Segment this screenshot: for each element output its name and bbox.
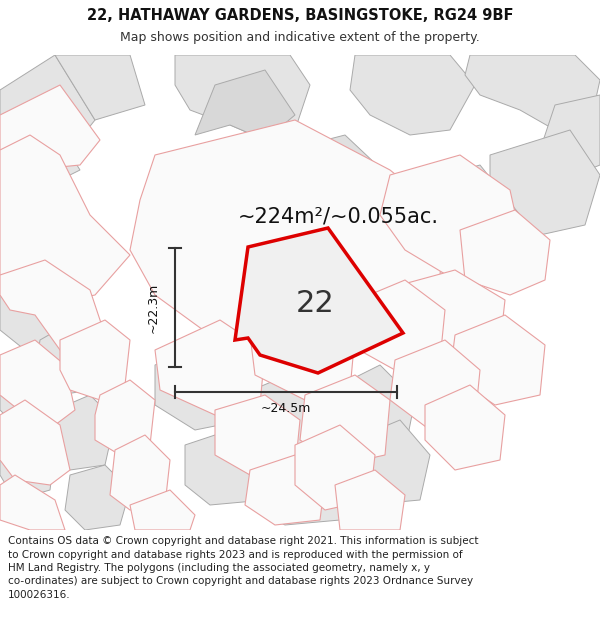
Polygon shape	[335, 470, 405, 530]
Polygon shape	[320, 365, 415, 460]
Polygon shape	[490, 130, 600, 235]
Polygon shape	[185, 425, 275, 505]
Polygon shape	[0, 270, 65, 350]
Polygon shape	[255, 450, 350, 525]
Polygon shape	[65, 465, 130, 530]
Polygon shape	[0, 85, 100, 170]
Polygon shape	[155, 320, 265, 415]
Polygon shape	[460, 210, 550, 295]
Polygon shape	[250, 310, 355, 400]
Polygon shape	[300, 375, 390, 465]
Polygon shape	[425, 385, 505, 470]
Text: ~24.5m: ~24.5m	[261, 401, 311, 414]
Polygon shape	[130, 120, 445, 355]
Polygon shape	[0, 340, 75, 425]
Text: 22, HATHAWAY GARDENS, BASINGSTOKE, RG24 9BF: 22, HATHAWAY GARDENS, BASINGSTOKE, RG24 …	[87, 8, 513, 22]
Polygon shape	[110, 435, 170, 510]
Polygon shape	[210, 165, 375, 290]
Text: HM Land Registry. The polygons (including the associated geometry, namely x, y: HM Land Registry. The polygons (includin…	[8, 563, 430, 573]
Polygon shape	[175, 135, 430, 325]
Text: to Crown copyright and database rights 2023 and is reproduced with the permissio: to Crown copyright and database rights 2…	[8, 549, 463, 559]
Polygon shape	[0, 355, 60, 430]
Polygon shape	[540, 95, 600, 175]
Text: Map shows position and indicative extent of the property.: Map shows position and indicative extent…	[120, 31, 480, 44]
Polygon shape	[450, 315, 545, 405]
Polygon shape	[95, 380, 155, 455]
Polygon shape	[400, 270, 505, 360]
Polygon shape	[0, 260, 105, 355]
Text: Contains OS data © Crown copyright and database right 2021. This information is : Contains OS data © Crown copyright and d…	[8, 536, 479, 546]
Polygon shape	[50, 395, 115, 470]
Polygon shape	[240, 370, 335, 455]
Text: ~224m²/~0.055ac.: ~224m²/~0.055ac.	[238, 207, 439, 227]
Polygon shape	[235, 228, 403, 373]
Polygon shape	[215, 395, 300, 475]
Polygon shape	[245, 455, 325, 525]
Polygon shape	[340, 420, 430, 505]
Text: co-ordinates) are subject to Crown copyright and database rights 2023 Ordnance S: co-ordinates) are subject to Crown copyr…	[8, 576, 473, 586]
Polygon shape	[175, 55, 310, 140]
Text: ~22.3m: ~22.3m	[146, 282, 160, 332]
Polygon shape	[155, 340, 255, 430]
Polygon shape	[0, 475, 65, 530]
Polygon shape	[390, 340, 480, 430]
Polygon shape	[0, 400, 70, 485]
Polygon shape	[380, 155, 520, 280]
Polygon shape	[0, 425, 55, 500]
Polygon shape	[15, 130, 80, 185]
Polygon shape	[195, 70, 295, 140]
Polygon shape	[345, 280, 445, 370]
Text: 100026316.: 100026316.	[8, 590, 71, 600]
Polygon shape	[130, 490, 195, 530]
Polygon shape	[390, 165, 520, 285]
Polygon shape	[0, 135, 130, 305]
Polygon shape	[35, 320, 100, 395]
Polygon shape	[295, 425, 375, 510]
Polygon shape	[55, 55, 145, 120]
Text: 22: 22	[296, 289, 334, 318]
Polygon shape	[350, 55, 475, 135]
Polygon shape	[465, 55, 600, 130]
Polygon shape	[60, 320, 130, 400]
Polygon shape	[0, 55, 95, 150]
